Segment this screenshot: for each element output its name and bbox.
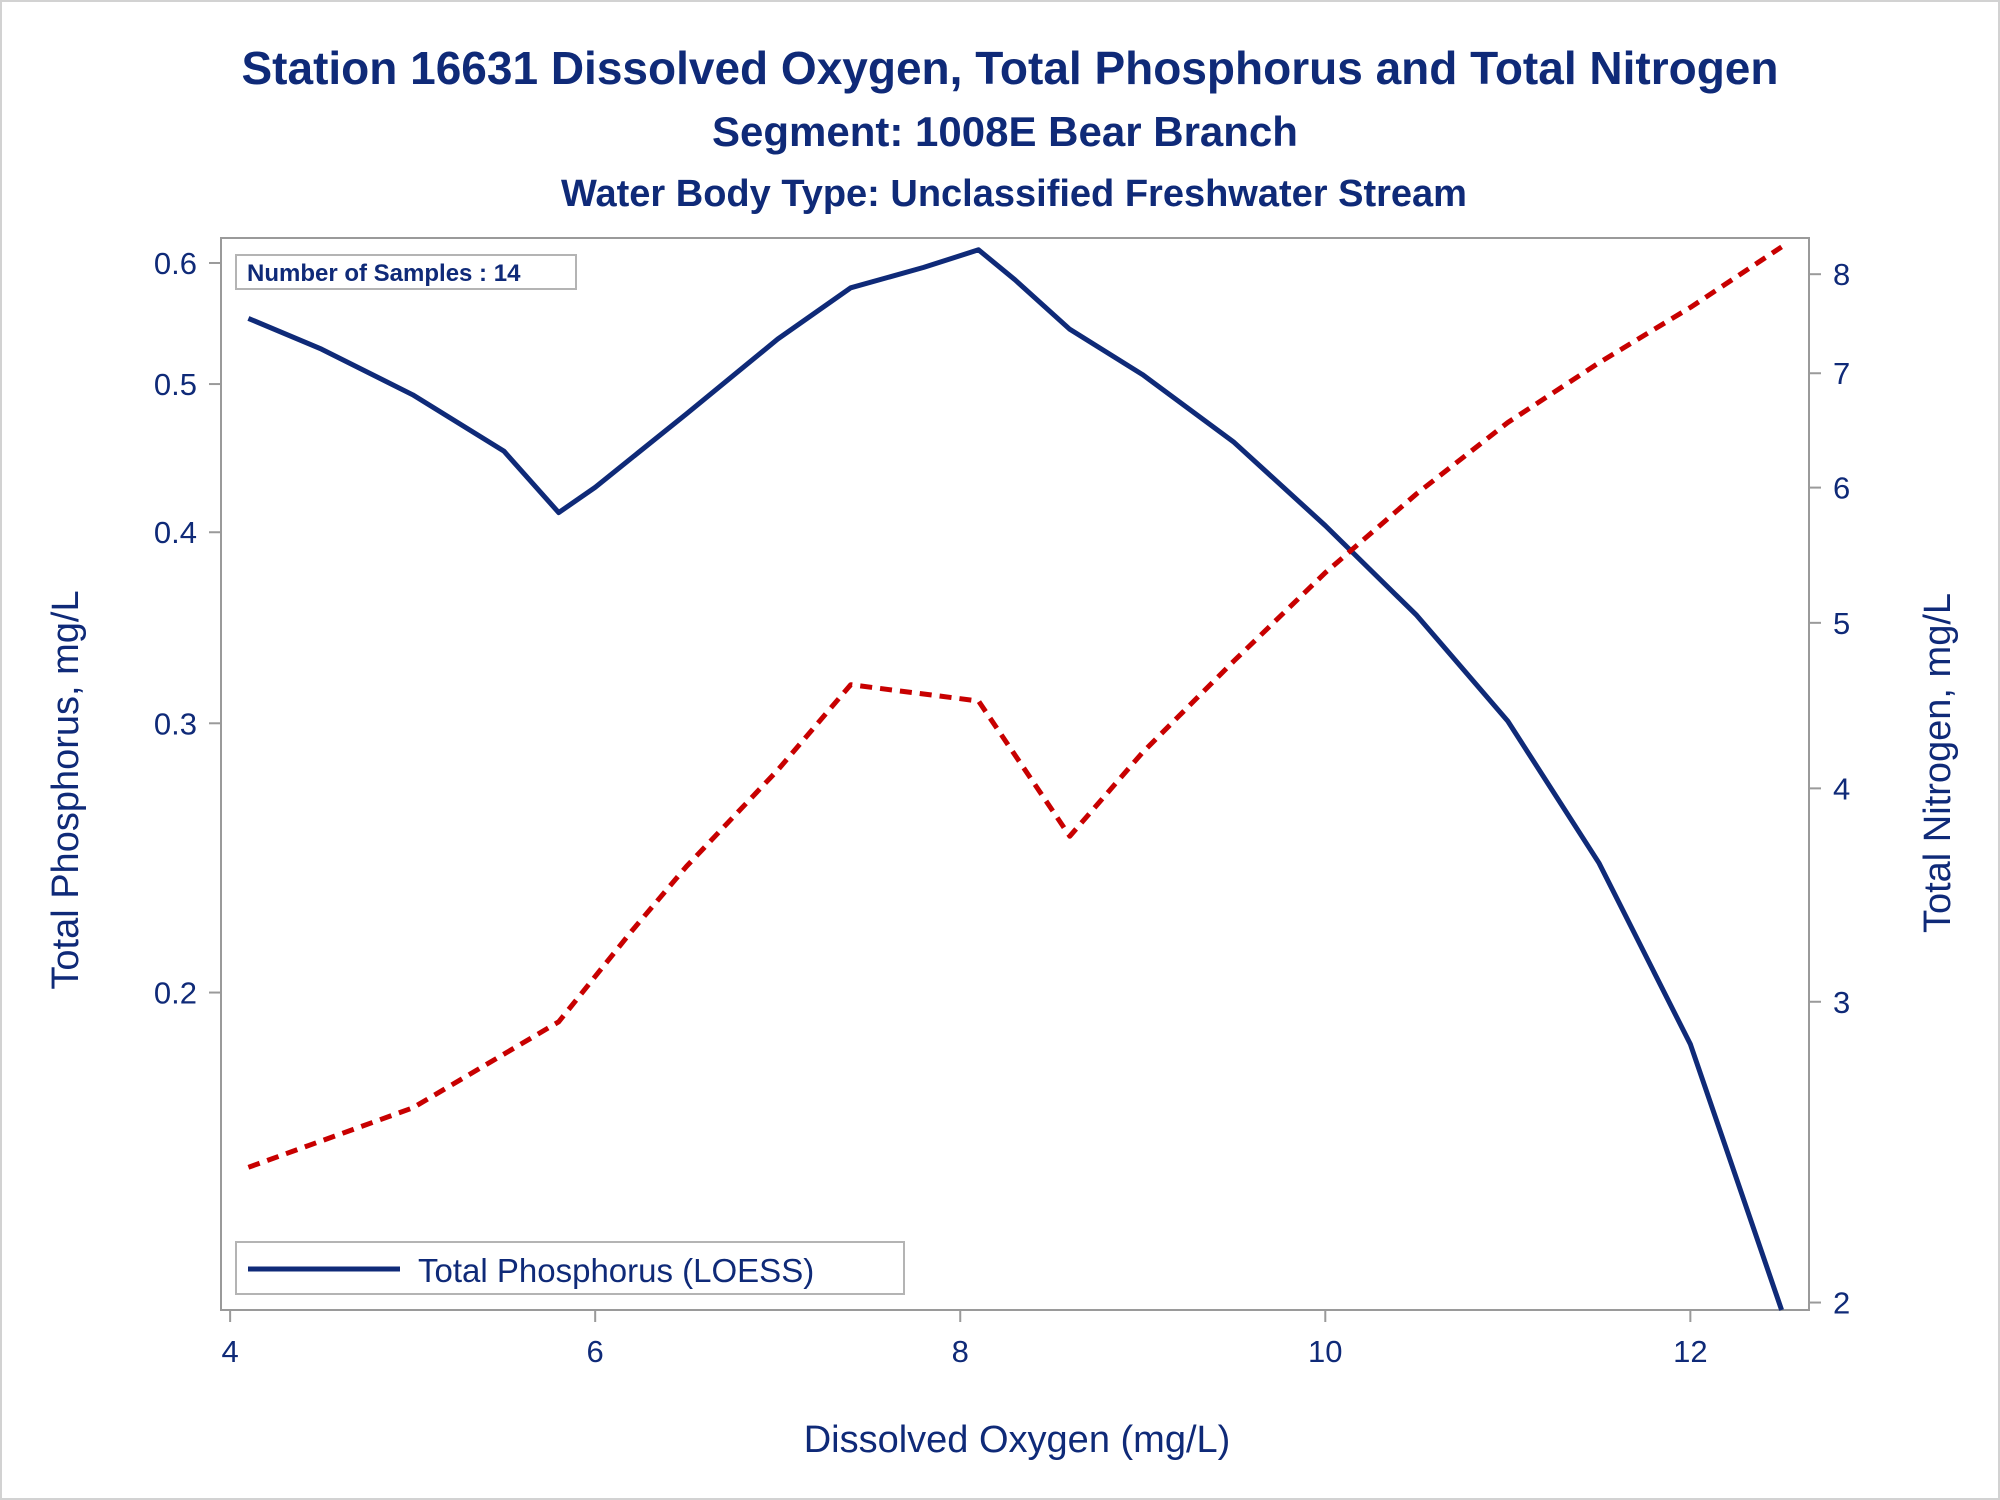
x-axis-label: Dissolved Oxygen (mg/L) bbox=[804, 1419, 1231, 1461]
y-left-tick-label-1: 0.3 bbox=[154, 706, 197, 741]
legend-label-phosphorus: Total Phosphorus (LOESS) bbox=[418, 1252, 814, 1289]
y-left-tick-label-2: 0.4 bbox=[154, 515, 197, 550]
nitrogen-line bbox=[247, 244, 1783, 1170]
x-tick-label-4: 12 bbox=[1673, 1334, 1707, 1369]
chart-subtitle-segment: Segment: 1008E Bear Branch bbox=[712, 108, 1298, 155]
y-right-tick-label-6: 8 bbox=[1833, 257, 1850, 292]
series-lines bbox=[247, 244, 1784, 1311]
x-tick-label-1: 6 bbox=[587, 1334, 604, 1369]
x-tick-label-3: 10 bbox=[1308, 1334, 1342, 1369]
plot-area bbox=[220, 237, 1810, 1311]
chart-subtitle-waterbody: Water Body Type: Unclassified Freshwater… bbox=[561, 173, 1467, 215]
y-axis-left: 0.2 0.3 0.4 0.5 0.6 bbox=[154, 246, 221, 1011]
chart-title: Station 16631 Dissolved Oxygen, Total Ph… bbox=[241, 42, 1778, 94]
phosphorus-line bbox=[247, 247, 1784, 1311]
y-axis-right: 2 3 4 5 6 7 8 bbox=[1809, 257, 1850, 1321]
y-axis-left-label: Total Phosphorus, mg/L bbox=[45, 590, 87, 989]
legend: Total Phosphorus (LOESS) bbox=[235, 1241, 905, 1295]
y-left-tick-label-0: 0.2 bbox=[154, 976, 197, 1011]
y-right-tick-label-5: 7 bbox=[1833, 356, 1850, 391]
y-right-tick-label-2: 4 bbox=[1833, 771, 1850, 806]
sample-count-label: Number of Samples : 14 bbox=[247, 260, 521, 287]
x-tick-label-0: 4 bbox=[222, 1334, 239, 1369]
y-axis-right-label: Total Nitrogen, mg/L bbox=[1917, 593, 1959, 933]
y-right-tick-label-1: 3 bbox=[1833, 985, 1850, 1020]
x-axis: 4 6 8 10 12 bbox=[222, 1310, 1708, 1369]
y-left-tick-label-3: 0.5 bbox=[154, 367, 197, 402]
sample-count-box: Number of Samples : 14 bbox=[235, 254, 577, 290]
y-right-tick-label-4: 6 bbox=[1833, 471, 1850, 506]
y-left-tick-label-4: 0.6 bbox=[154, 246, 197, 281]
y-right-tick-label-0: 2 bbox=[1833, 1286, 1850, 1321]
x-tick-label-2: 8 bbox=[952, 1334, 969, 1369]
y-right-tick-label-3: 5 bbox=[1833, 606, 1850, 641]
